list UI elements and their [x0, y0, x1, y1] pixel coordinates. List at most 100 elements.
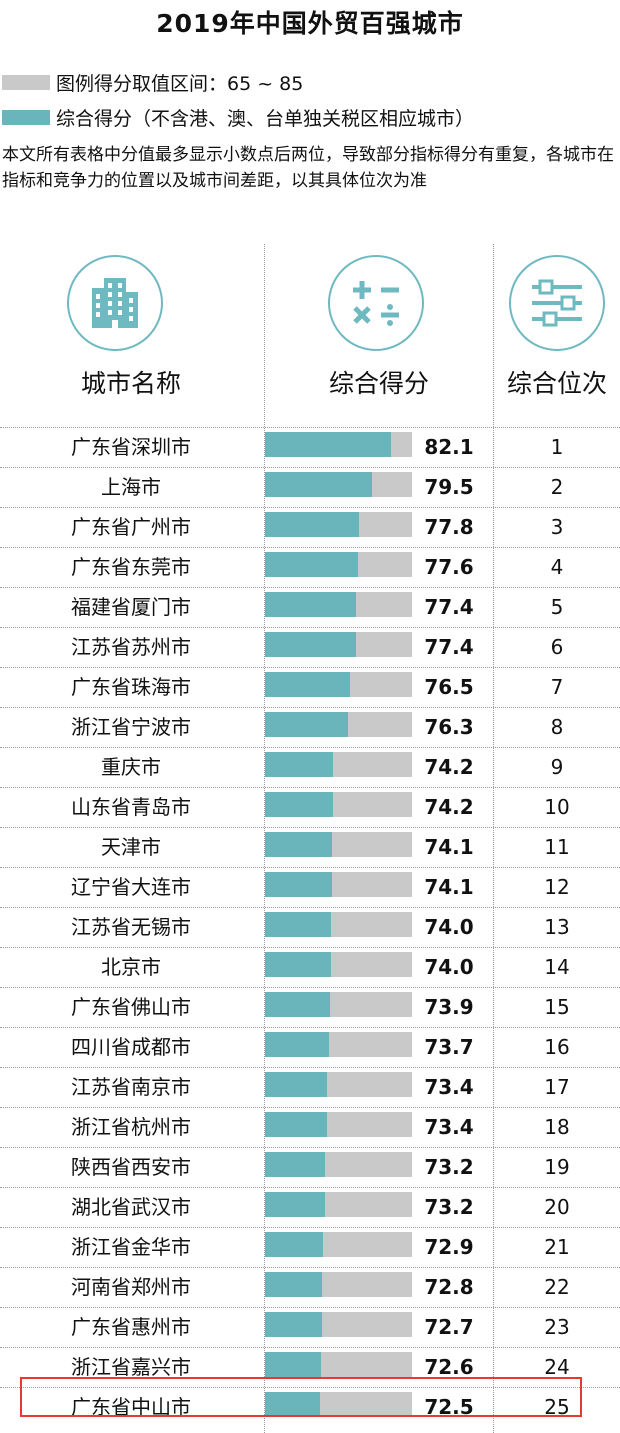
- column-divider: [493, 244, 494, 1433]
- column-header-rank: 综合位次: [506, 369, 607, 398]
- row-divider: [0, 427, 620, 428]
- row-divider: [0, 547, 620, 548]
- city-name: 浙江省杭州市: [71, 1115, 191, 1139]
- table-row: 重庆市 74.2 9: [0, 747, 620, 787]
- score-bar: [265, 912, 332, 937]
- table-row: 湖北省武汉市 73.2 20: [0, 1187, 620, 1227]
- city-name: 江苏省苏州市: [71, 635, 191, 659]
- score-value: 72.7: [424, 1315, 474, 1339]
- rank-value: 6: [550, 635, 564, 659]
- table-row: 江苏省南京市 73.4 17: [0, 1067, 620, 1107]
- row-divider: [0, 867, 620, 868]
- score-bar: [265, 1072, 327, 1097]
- row-divider: [0, 907, 620, 908]
- score-value: 79.5: [424, 475, 474, 499]
- row-divider: [0, 587, 620, 588]
- score-bar: [265, 952, 332, 977]
- score-bar: [265, 1352, 321, 1377]
- legend-swatch-gray: [2, 74, 50, 90]
- row-divider: [0, 627, 620, 628]
- row-divider: [0, 1227, 620, 1228]
- legend-swatch-teal: [2, 109, 50, 125]
- score-value: 72.8: [424, 1275, 474, 1299]
- score-value: 73.4: [424, 1075, 474, 1099]
- highlight-box: [20, 1377, 582, 1417]
- rank-value: 4: [550, 555, 564, 579]
- rank-value: 2: [550, 475, 564, 499]
- score-bar: [265, 632, 357, 657]
- row-divider: [0, 667, 620, 668]
- math-operators-icon: [328, 255, 424, 351]
- score-value: 72.6: [424, 1355, 474, 1379]
- table-row: 浙江省杭州市 73.4 18: [0, 1107, 620, 1147]
- row-divider: [0, 1347, 620, 1348]
- score-value: 77.4: [424, 595, 474, 619]
- score-bar: [265, 1032, 329, 1057]
- row-divider: [0, 827, 620, 828]
- rank-value: 21: [544, 1235, 570, 1259]
- table-row: 陕西省西安市 73.2 19: [0, 1147, 620, 1187]
- table-row: 广东省珠海市 76.5 7: [0, 667, 620, 707]
- city-name: 江苏省南京市: [71, 1075, 191, 1099]
- table-row: 江苏省苏州市 77.4 6: [0, 627, 620, 667]
- rank-value: 12: [544, 875, 570, 899]
- score-value: 74.2: [424, 755, 474, 779]
- sliders-icon: [509, 255, 605, 351]
- city-name: 山东省青岛市: [71, 795, 191, 819]
- row-divider: [0, 747, 620, 748]
- table-row: 广东省佛山市 73.9 15: [0, 987, 620, 1027]
- row-divider: [0, 1147, 620, 1148]
- table-row: 广东省惠州市 72.7 23: [0, 1307, 620, 1347]
- rank-value: 19: [544, 1155, 570, 1179]
- row-divider: [0, 947, 620, 948]
- rank-value: 11: [544, 835, 570, 859]
- table-row: 辽宁省大连市 74.1 12: [0, 867, 620, 907]
- score-bar: [265, 992, 331, 1017]
- legend-score: 综合得分（不含港、澳、台单独关税区相应城市）: [2, 103, 474, 131]
- row-divider: [0, 467, 620, 468]
- row-divider: [0, 1027, 620, 1028]
- city-name: 天津市: [101, 835, 161, 859]
- city-name: 辽宁省大连市: [71, 875, 191, 899]
- city-name: 湖北省武汉市: [71, 1195, 191, 1219]
- city-name: 广东省珠海市: [71, 675, 191, 699]
- rank-value: 24: [544, 1355, 570, 1379]
- score-bar: [265, 592, 357, 617]
- city-name: 浙江省嘉兴市: [71, 1355, 191, 1379]
- rank-value: 16: [544, 1035, 570, 1059]
- row-divider: [0, 987, 620, 988]
- score-bar: [265, 832, 332, 857]
- column-divider: [264, 244, 265, 1433]
- rank-value: 17: [544, 1075, 570, 1099]
- score-bar: [265, 1152, 326, 1177]
- rank-value: 15: [544, 995, 570, 1019]
- score-bar: [265, 1192, 326, 1217]
- score-value: 73.2: [424, 1195, 474, 1219]
- table-row: 北京市 74.0 14: [0, 947, 620, 987]
- rank-value: 22: [544, 1275, 570, 1299]
- score-value: 73.9: [424, 995, 474, 1019]
- score-bar: [265, 752, 333, 777]
- city-name: 福建省厦门市: [71, 595, 191, 619]
- table-row: 河南省郑州市 72.8 22: [0, 1267, 620, 1307]
- city-name: 广东省广州市: [71, 515, 191, 539]
- rank-value: 20: [544, 1195, 570, 1219]
- table-row: 浙江省宁波市 76.3 8: [0, 707, 620, 747]
- rank-value: 9: [550, 755, 564, 779]
- table-row: 广东省广州市 77.8 3: [0, 507, 620, 547]
- table-row: 浙江省金华市 72.9 21: [0, 1227, 620, 1267]
- city-name: 北京市: [101, 955, 161, 979]
- table-row: 江苏省无锡市 74.0 13: [0, 907, 620, 947]
- city-name: 四川省成都市: [71, 1035, 191, 1059]
- score-value: 76.3: [424, 715, 474, 739]
- city-name: 浙江省金华市: [71, 1235, 191, 1259]
- score-value: 74.1: [424, 835, 474, 859]
- rank-value: 14: [544, 955, 570, 979]
- city-name: 浙江省宁波市: [71, 715, 191, 739]
- row-divider: [0, 1067, 620, 1068]
- score-value: 74.0: [424, 915, 474, 939]
- row-divider: [0, 787, 620, 788]
- score-value: 82.1: [424, 435, 474, 459]
- score-bar: [265, 1392, 321, 1417]
- score-bar: [265, 1312, 322, 1337]
